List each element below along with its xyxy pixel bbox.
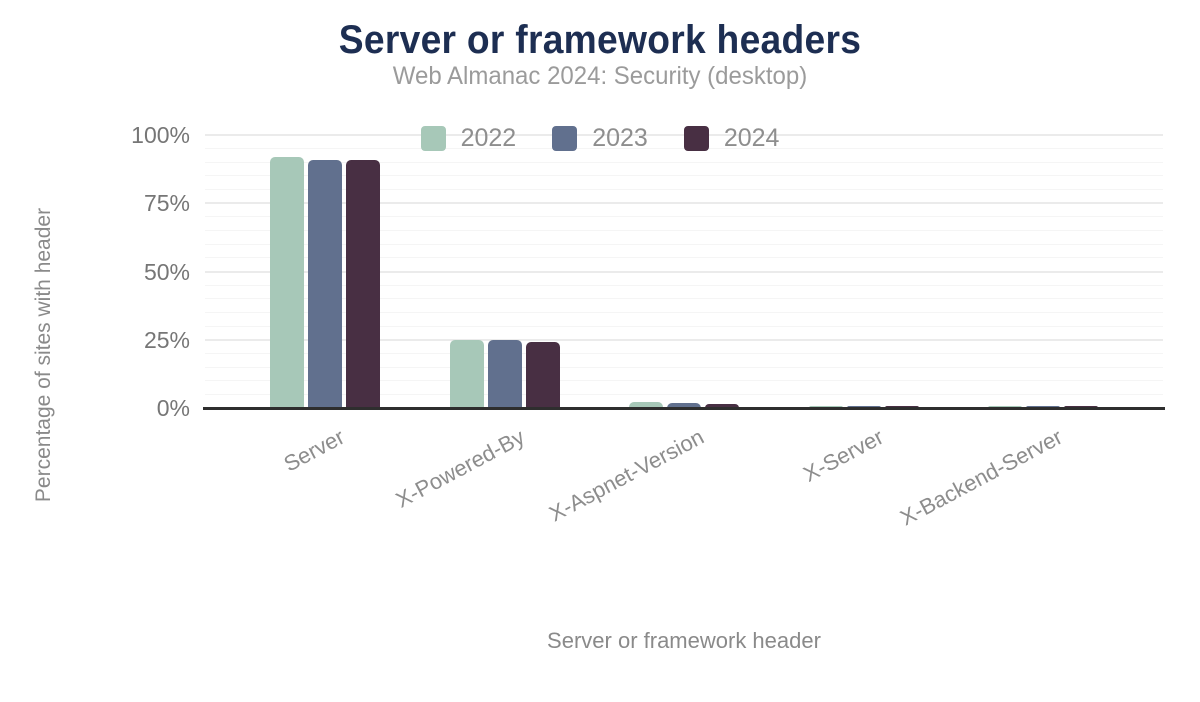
x-tick-label-server: Server	[279, 424, 349, 477]
bar-group-x-powered-by	[449, 135, 560, 408]
legend: 2022 2023 2024	[0, 124, 1200, 153]
y-tick-label: 75%	[143, 190, 190, 217]
x-axis-line	[203, 407, 1165, 410]
bar-group-x-aspnet-version	[629, 135, 739, 408]
minor-gridline	[205, 257, 1163, 259]
major-gridline	[205, 338, 1163, 341]
bar-2022-x-server	[808, 405, 843, 408]
bar-2022-server	[270, 156, 304, 408]
x-tick-label-x-aspnet-version: X-Aspnet-Version	[544, 424, 708, 527]
bar-2024-server	[346, 159, 380, 408]
x-tick-label-x-powered-by: X-Powered-By	[391, 424, 529, 513]
minor-gridline	[205, 243, 1163, 245]
minor-gridline	[205, 352, 1163, 354]
legend-item-2024: 2024	[683, 124, 780, 153]
minor-gridline	[205, 380, 1163, 382]
bar-2022-x-powered-by	[449, 339, 484, 408]
minor-gridline	[205, 161, 1163, 163]
legend-label-2024: 2024	[723, 124, 780, 152]
y-axis-title: Percentage of sites with header	[32, 207, 55, 503]
y-tick-label: 100%	[131, 122, 190, 148]
bar-2024-x-powered-by	[525, 342, 560, 408]
legend-item-2022: 2022	[420, 124, 517, 153]
minor-gridline	[205, 216, 1163, 218]
bar-2023-server	[308, 159, 342, 408]
bar-2024-x-server	[884, 405, 919, 408]
legend-swatch-2022	[420, 126, 446, 151]
bar-2023-x-server	[846, 405, 881, 408]
legend-label-2023: 2023	[592, 124, 648, 152]
x-axis-title: Server or framework header	[547, 628, 821, 653]
bar-2023-x-powered-by	[487, 339, 522, 408]
minor-gridline	[205, 189, 1163, 191]
chart-title: Server or framework headers	[338, 18, 862, 62]
minor-gridline	[205, 175, 1163, 177]
legend-item-2023: 2023	[552, 124, 648, 153]
bar-2023-x-aspnet-version	[667, 402, 701, 408]
minor-gridline	[205, 393, 1163, 395]
legend-swatch-2023	[552, 126, 578, 151]
major-gridline	[205, 202, 1163, 205]
minor-gridline	[205, 311, 1163, 313]
minor-gridline	[205, 284, 1163, 286]
x-tick-label-x-server: X-Server	[798, 424, 888, 487]
bar-group-x-backend-server	[988, 135, 1098, 408]
minor-gridline	[205, 366, 1163, 368]
chart-subtitle: Web Almanac 2024: Security (desktop)	[392, 62, 808, 90]
bar-2022-x-backend-server	[988, 405, 1022, 408]
bar-group-server	[270, 135, 380, 408]
y-tick-label: 25%	[143, 326, 190, 353]
y-tick-label: 0%	[156, 395, 190, 421]
plot-area	[203, 134, 1165, 410]
x-tick-label-x-backend-server: X-Backend-Server	[896, 424, 1067, 531]
legend-swatch-2024	[683, 126, 709, 151]
minor-gridline	[205, 230, 1163, 232]
minor-gridline	[205, 325, 1163, 327]
bar-2024-x-aspnet-version	[705, 404, 739, 408]
bar-2023-x-backend-server	[1026, 405, 1060, 408]
bar-2024-x-backend-server	[1064, 405, 1098, 408]
bar-2022-x-aspnet-version	[629, 402, 663, 408]
y-tick-label: 50%	[143, 258, 190, 285]
minor-gridline	[205, 298, 1163, 300]
legend-label-2022: 2022	[460, 124, 517, 152]
bar-group-x-server	[808, 135, 919, 408]
major-gridline	[205, 270, 1163, 273]
